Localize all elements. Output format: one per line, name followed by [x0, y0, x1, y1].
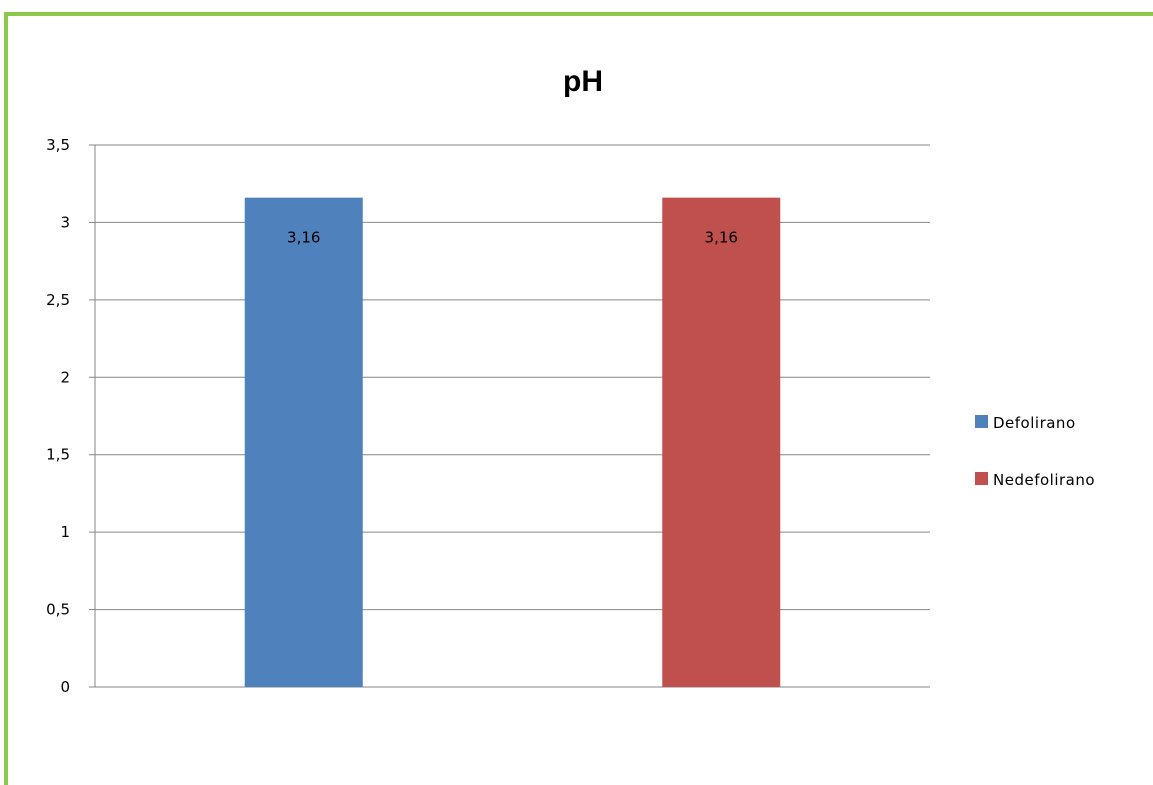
y-tick-label: 3,5 — [46, 136, 70, 154]
gridlines — [89, 144, 930, 688]
legend-label: Nedefolirano — [993, 471, 1095, 489]
legend-swatch — [975, 472, 988, 485]
bars: 3,16 3,16 — [244, 197, 781, 687]
y-tick-label: 3 — [60, 213, 70, 231]
data-label: 3,16 — [705, 229, 738, 247]
y-tick-label: 0 — [60, 678, 70, 696]
legend: Defolirano Nedefolirano — [975, 414, 1095, 489]
legend-swatch — [975, 415, 988, 428]
y-tick-label: 2,5 — [46, 291, 70, 309]
y-axis-ticks: 0 0,5 1 1,5 2 2,5 3 3,5 — [46, 136, 70, 696]
chart-title: pH — [563, 65, 603, 98]
y-tick-label: 1,5 — [46, 446, 70, 464]
bar-nedefolirano — [662, 197, 781, 687]
chart-frame — [4, 12, 1153, 785]
data-label: 3,16 — [287, 229, 320, 247]
legend-label: Defolirano — [993, 414, 1076, 432]
y-tick-label: 1 — [60, 523, 70, 541]
y-tick-label: 2 — [60, 368, 70, 386]
bar-defolirano — [244, 197, 363, 687]
y-tick-label: 0,5 — [46, 601, 70, 619]
